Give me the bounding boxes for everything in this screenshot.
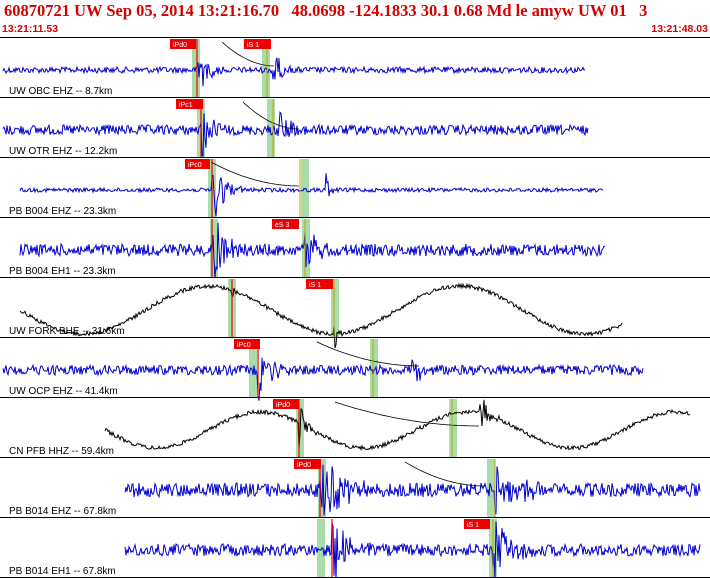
header-bar: 60870721 UW Sep 05, 2014 13:21:16.70 48.… — [0, 0, 710, 38]
amplitude-curve — [334, 401, 479, 427]
p-pick-tag — [234, 339, 260, 349]
station-label: UW OBC EHZ -- 8.7km — [9, 86, 112, 97]
waveform — [2, 57, 586, 87]
pick-window — [301, 159, 309, 217]
s-pick-label: iS 1 — [247, 42, 259, 49]
station-label: UW OCP EHZ -- 41.4km — [9, 386, 118, 397]
amplitude-curve — [404, 461, 485, 487]
trace-row: iPc0 UW OCP EHZ -- 41.4km — [0, 339, 710, 401]
start-time: 13:21:11.53 — [2, 23, 59, 35]
waveform — [124, 521, 701, 578]
end-time: 13:21:48.03 — [651, 23, 708, 35]
event-title: 60870721 UW Sep 05, 2014 13:21:16.70 48.… — [4, 1, 648, 20]
trace-row: iPd0 iS 1 UW OBC EHZ -- 8.7km — [0, 39, 710, 98]
trace-row: iPd0 CN PFB HHZ -- 59.4km — [0, 399, 710, 458]
trace-row: iPd0 PB B014 EHZ -- 67.8km — [0, 459, 710, 518]
amplitude-curve — [316, 341, 419, 367]
trace-row: iPc1 UW OTR EHZ -- 12.2km — [0, 99, 710, 158]
station-label: PB B014 EHZ -- 67.8km — [9, 506, 116, 517]
amplitude-curve — [221, 41, 275, 67]
pick-window — [331, 279, 339, 337]
p-pick-tag — [185, 159, 210, 169]
waveform — [19, 173, 604, 217]
waveform — [124, 464, 701, 516]
p-pick-label: iPd0 — [276, 402, 290, 409]
p-pick-tag — [170, 39, 196, 49]
pick-window — [302, 219, 310, 277]
p-pick-label: iPd0 — [297, 462, 311, 469]
station-label: UW FORK BHE -- 31.6km — [9, 326, 125, 337]
p-pick-label: iPc0 — [237, 342, 251, 349]
pick-window — [317, 519, 325, 577]
amplitude-curve — [242, 101, 300, 130]
pick-window — [249, 339, 257, 397]
trace-row: iPc0 PB B004 EHZ -- 23.3km — [0, 159, 710, 218]
station-label: PB B004 EHZ -- 23.3km — [9, 206, 116, 217]
waveform — [2, 111, 589, 158]
p-pick-tag — [176, 99, 203, 109]
p-pick-label: iPc1 — [179, 102, 193, 109]
s-pick-label: eS 3 — [275, 222, 290, 229]
waveform — [19, 222, 606, 278]
station-label: CN PFB HHZ -- 59.4km — [9, 446, 114, 457]
s-pick-tag — [244, 39, 271, 49]
pick-window — [370, 339, 378, 397]
trace-row: eS 3 PB B004 EH1 -- 23.3km — [0, 219, 710, 278]
waveform — [19, 282, 623, 349]
trace-row: iS 1 UW FORK BHE -- 31.6km — [0, 279, 710, 349]
station-label: PB B004 EH1 -- 23.3km — [9, 266, 116, 277]
station-label: UW OTR EHZ -- 12.2km — [9, 146, 117, 157]
station-label: PB B014 EH1 -- 67.8km — [9, 566, 116, 577]
s-pick-label: iS 1 — [309, 282, 321, 289]
trace-row: iS 1 PB B014 EH1 -- 67.8km — [0, 519, 710, 578]
s-pick-tag — [272, 219, 299, 229]
amplitude-curve — [210, 161, 299, 187]
s-pick-tag — [464, 519, 490, 529]
p-pick-label: iPc0 — [188, 162, 202, 169]
waveform — [2, 357, 644, 401]
s-pick-tag — [306, 279, 333, 289]
p-pick-tag — [294, 459, 321, 469]
pick-window — [449, 399, 457, 457]
pick-window — [267, 99, 275, 157]
waveform — [104, 399, 691, 452]
p-pick-tag — [273, 399, 299, 409]
seismogram-panel: iPd0 iS 1 UW OBC EHZ -- 8.7km iPc1 UW OTR EH… — [0, 39, 710, 578]
p-pick-label: iPd0 — [173, 42, 187, 49]
s-pick-label: iS 1 — [467, 522, 479, 529]
